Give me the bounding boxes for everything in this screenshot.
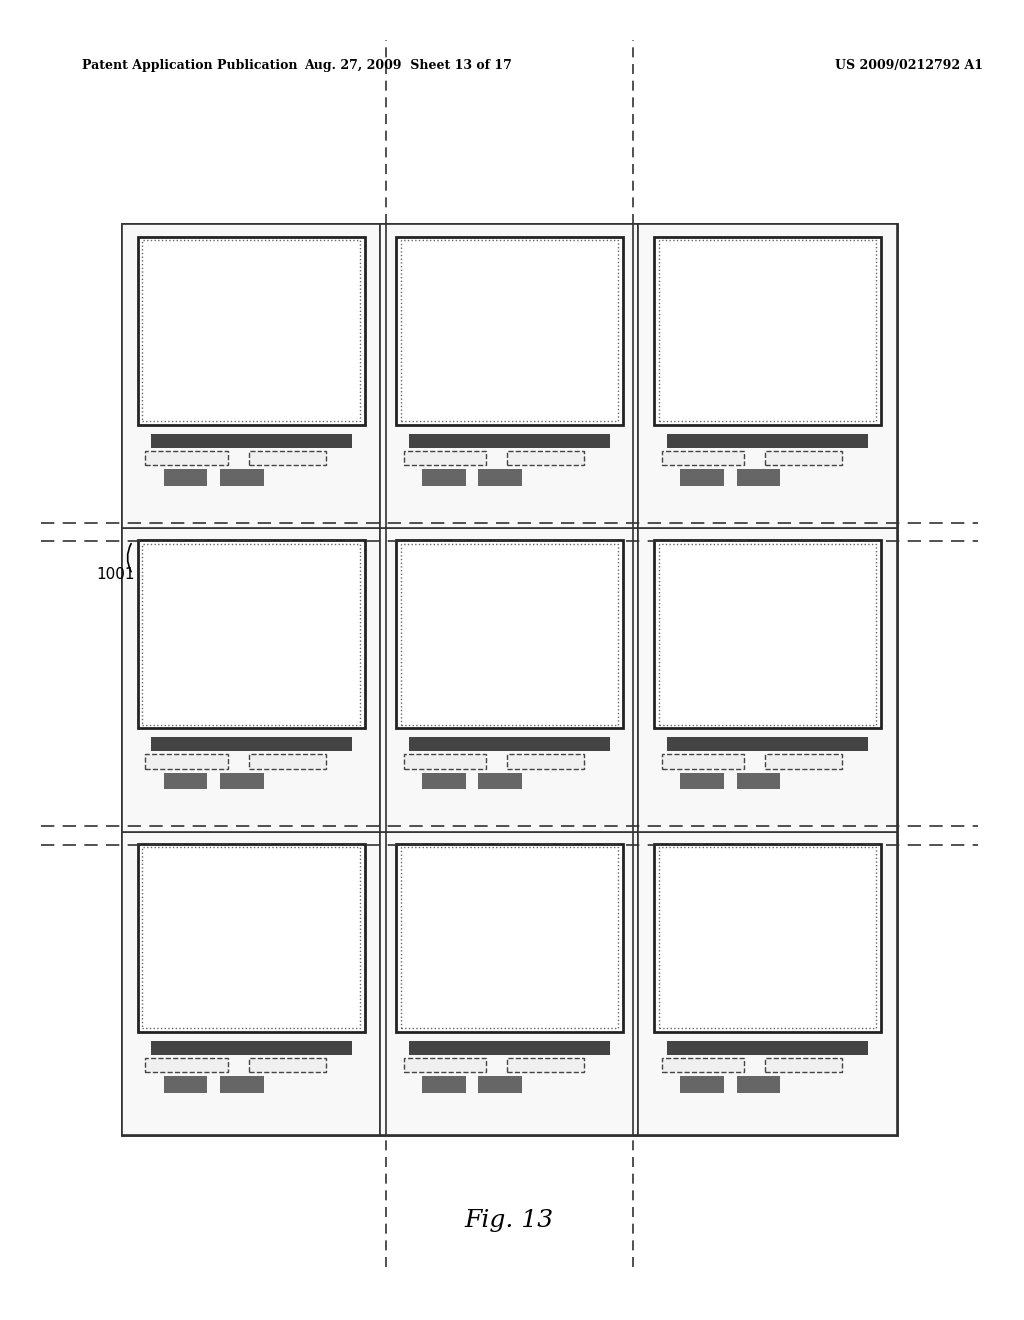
- Bar: [145, 1057, 228, 1072]
- Bar: [145, 450, 228, 465]
- Text: Fig. 13: Fig. 13: [465, 1209, 554, 1233]
- Bar: [249, 1057, 327, 1072]
- Bar: [658, 544, 877, 725]
- Bar: [736, 469, 780, 486]
- Bar: [151, 1041, 352, 1055]
- Bar: [478, 1076, 522, 1093]
- Bar: [396, 236, 623, 425]
- Bar: [138, 843, 365, 1032]
- Bar: [658, 240, 877, 421]
- Bar: [249, 450, 327, 465]
- Bar: [122, 528, 380, 832]
- Bar: [667, 738, 868, 751]
- Bar: [662, 450, 744, 465]
- Bar: [507, 1057, 585, 1072]
- Bar: [736, 772, 780, 789]
- Text: Aug. 27, 2009  Sheet 13 of 17: Aug. 27, 2009 Sheet 13 of 17: [303, 59, 511, 73]
- Bar: [403, 754, 486, 768]
- Bar: [142, 847, 360, 1028]
- Bar: [765, 450, 843, 465]
- Bar: [142, 544, 360, 725]
- Bar: [422, 1076, 466, 1093]
- Bar: [639, 832, 897, 1135]
- Bar: [680, 469, 724, 486]
- Bar: [220, 1076, 264, 1093]
- Bar: [680, 1076, 724, 1093]
- Bar: [142, 240, 360, 421]
- Bar: [667, 434, 868, 447]
- Bar: [680, 772, 724, 789]
- Bar: [422, 469, 466, 486]
- Bar: [409, 738, 610, 751]
- Bar: [422, 772, 466, 789]
- Bar: [507, 754, 585, 768]
- Bar: [639, 224, 897, 528]
- Bar: [409, 434, 610, 447]
- Bar: [403, 1057, 486, 1072]
- Bar: [662, 754, 744, 768]
- Bar: [765, 1057, 843, 1072]
- Bar: [654, 540, 881, 729]
- Bar: [164, 772, 208, 789]
- Bar: [380, 528, 639, 832]
- Bar: [400, 240, 618, 421]
- Bar: [122, 224, 897, 1135]
- Bar: [220, 469, 264, 486]
- Bar: [151, 434, 352, 447]
- Bar: [151, 738, 352, 751]
- Bar: [736, 1076, 780, 1093]
- Bar: [403, 450, 486, 465]
- Bar: [396, 540, 623, 729]
- Bar: [396, 843, 623, 1032]
- Bar: [145, 754, 228, 768]
- Bar: [400, 544, 618, 725]
- Bar: [507, 450, 585, 465]
- Bar: [122, 832, 380, 1135]
- Bar: [220, 772, 264, 789]
- Bar: [478, 469, 522, 486]
- Bar: [409, 1041, 610, 1055]
- Bar: [380, 832, 639, 1135]
- Text: 1001: 1001: [97, 566, 135, 582]
- Bar: [249, 754, 327, 768]
- Bar: [400, 847, 618, 1028]
- Bar: [380, 224, 639, 528]
- Text: US 2009/0212792 A1: US 2009/0212792 A1: [836, 59, 983, 73]
- Bar: [667, 1041, 868, 1055]
- Bar: [654, 843, 881, 1032]
- Bar: [639, 528, 897, 832]
- Bar: [478, 772, 522, 789]
- Bar: [654, 236, 881, 425]
- Bar: [164, 1076, 208, 1093]
- Bar: [122, 224, 380, 528]
- Bar: [138, 540, 365, 729]
- Bar: [765, 754, 843, 768]
- Bar: [658, 847, 877, 1028]
- Text: Patent Application Publication: Patent Application Publication: [82, 59, 297, 73]
- Bar: [662, 1057, 744, 1072]
- Bar: [138, 236, 365, 425]
- Bar: [164, 469, 208, 486]
